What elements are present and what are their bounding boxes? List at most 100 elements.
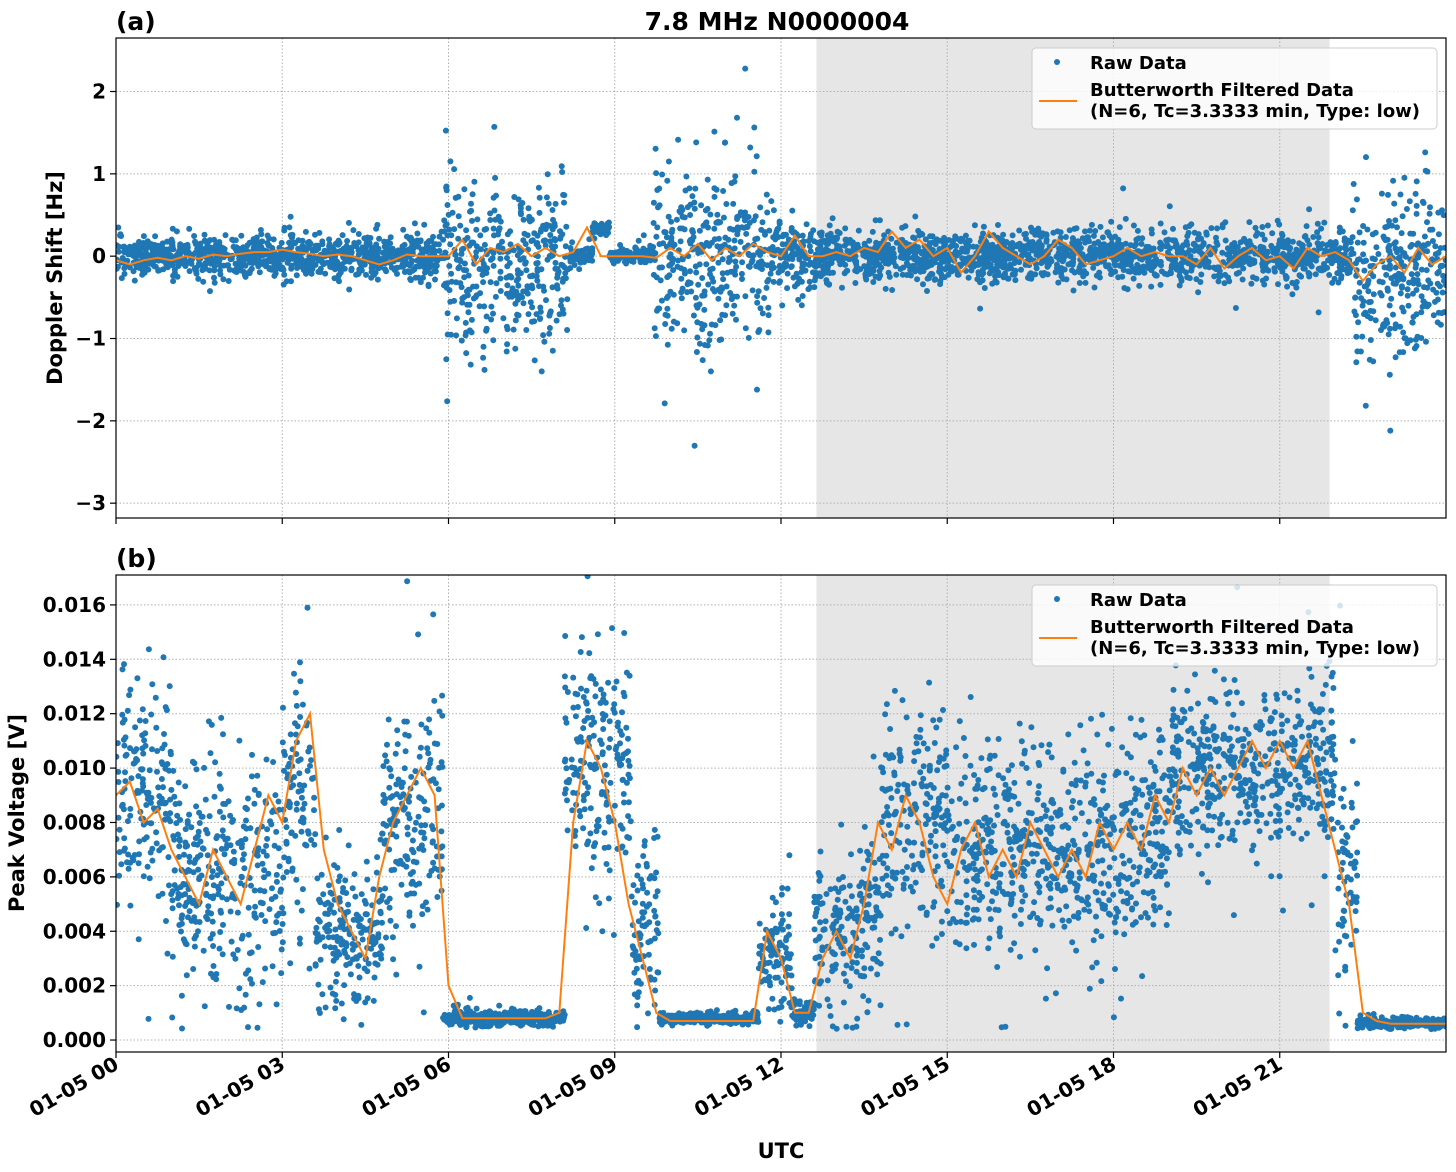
- raw-data-point: [336, 827, 343, 833]
- raw-data-point: [220, 731, 226, 738]
- raw-data-point: [394, 270, 400, 277]
- raw-data-point: [817, 240, 824, 247]
- raw-data-point: [687, 268, 693, 275]
- raw-data-point: [383, 245, 390, 252]
- raw-data-point: [1349, 234, 1356, 241]
- y-tick-label: 0: [92, 244, 106, 268]
- raw-data-point: [407, 277, 414, 284]
- raw-data-point: [1377, 290, 1384, 296]
- raw-data-point: [211, 236, 218, 243]
- raw-data-point: [306, 744, 313, 751]
- raw-data-point: [1410, 230, 1417, 237]
- raw-data-point: [1367, 298, 1374, 305]
- raw-data-point: [1413, 287, 1420, 293]
- raw-data-point: [1353, 333, 1360, 340]
- raw-data-point: [200, 263, 207, 270]
- raw-data-point: [670, 255, 677, 262]
- raw-data-point: [925, 259, 932, 266]
- raw-data-point: [543, 297, 549, 304]
- raw-data-point: [262, 918, 269, 925]
- raw-data-point: [409, 878, 416, 885]
- raw-data-point: [936, 264, 943, 271]
- raw-data-point: [765, 304, 772, 311]
- raw-data-point: [668, 218, 675, 225]
- raw-data-point: [1108, 235, 1115, 242]
- raw-data-point: [708, 239, 715, 246]
- raw-data-point: [461, 294, 468, 301]
- raw-data-point: [416, 263, 423, 270]
- raw-data-point: [238, 267, 244, 274]
- raw-data-point: [731, 237, 738, 244]
- raw-data-point: [477, 232, 484, 239]
- raw-data-point: [1096, 269, 1103, 276]
- raw-data-point: [384, 741, 390, 748]
- raw-data-point: [1276, 237, 1283, 244]
- raw-data-point: [1399, 304, 1406, 311]
- raw-data-point: [750, 217, 757, 224]
- raw-data-point: [167, 748, 174, 755]
- raw-data-point: [376, 235, 383, 242]
- raw-data-point: [116, 901, 120, 908]
- raw-data-point: [1065, 261, 1072, 268]
- raw-data-point: [754, 386, 760, 393]
- raw-data-point: [826, 222, 833, 229]
- raw-data-point: [388, 773, 395, 780]
- raw-data-point: [995, 222, 1001, 228]
- raw-data-point: [517, 205, 524, 212]
- raw-data-point: [431, 697, 438, 704]
- raw-data-point: [1140, 264, 1147, 271]
- raw-data-point: [1184, 233, 1191, 240]
- raw-data-point: [379, 893, 386, 900]
- raw-data-point: [1012, 277, 1019, 284]
- raw-data-point: [401, 241, 408, 248]
- raw-data-point: [1437, 283, 1443, 290]
- raw-data-point: [670, 291, 677, 298]
- raw-data-point: [491, 207, 498, 214]
- raw-data-point: [338, 1000, 345, 1007]
- raw-data-point: [116, 740, 121, 747]
- raw-data-point: [564, 296, 571, 303]
- raw-data-point: [421, 221, 428, 228]
- raw-data-point: [1398, 259, 1405, 265]
- raw-data-point: [379, 830, 386, 837]
- raw-data-point: [491, 123, 498, 130]
- raw-data-point: [715, 295, 722, 302]
- raw-data-point: [910, 234, 917, 241]
- chart-title: 7.8 MHz N0000004: [645, 7, 910, 36]
- raw-data-point: [481, 366, 488, 373]
- raw-data-point: [536, 194, 543, 201]
- raw-data-point: [1386, 248, 1393, 255]
- raw-data-point: [1158, 268, 1165, 275]
- raw-data-point: [650, 220, 657, 226]
- raw-data-point: [513, 277, 520, 284]
- raw-data-point: [534, 253, 541, 260]
- raw-data-point: [377, 836, 384, 843]
- raw-data-point: [907, 246, 914, 253]
- raw-data-point: [720, 276, 727, 283]
- raw-data-point: [1289, 291, 1296, 298]
- raw-data-point: [682, 187, 689, 194]
- raw-data-point: [965, 274, 972, 281]
- raw-data-point: [205, 903, 212, 910]
- raw-data-point: [742, 209, 749, 216]
- raw-data-point: [200, 278, 207, 285]
- raw-data-point: [567, 253, 574, 260]
- raw-data-point: [215, 891, 222, 898]
- raw-data-point: [296, 940, 303, 947]
- raw-data-point: [535, 184, 542, 191]
- raw-data-point: [1157, 239, 1164, 246]
- raw-data-point: [276, 863, 283, 870]
- raw-data-point: [280, 910, 287, 917]
- raw-data-point: [506, 273, 513, 280]
- raw-data-point: [154, 748, 161, 754]
- raw-data-point: [183, 899, 190, 906]
- raw-data-point: [394, 264, 401, 271]
- raw-data-point: [256, 1001, 263, 1008]
- raw-data-point: [118, 275, 125, 282]
- raw-data-point: [789, 256, 796, 262]
- raw-data-point: [414, 230, 421, 237]
- raw-data-point: [363, 858, 370, 865]
- raw-data-point: [301, 782, 308, 789]
- raw-data-point: [391, 810, 398, 817]
- raw-data-point: [487, 217, 494, 223]
